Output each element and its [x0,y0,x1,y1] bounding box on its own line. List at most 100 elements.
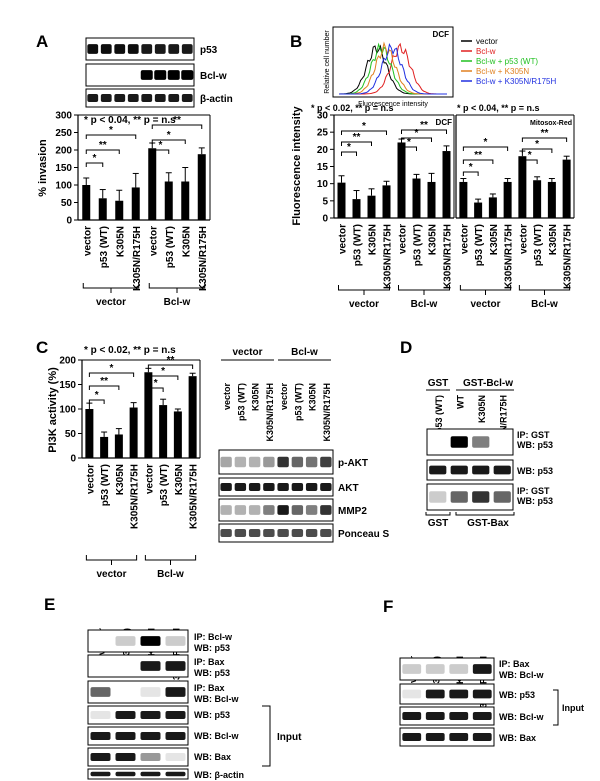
blot-band [127,44,139,54]
blot-d-1 [426,428,514,456]
bar [98,198,107,220]
significance-mark: ** [99,140,107,151]
blot-lane-label: K305N/R175H [265,383,275,442]
blot-band [472,689,492,699]
bar [129,407,138,458]
lane-label: p53 (WT) [100,464,111,506]
y-tick-label: 0 [322,214,328,225]
significance-bracket [462,146,509,151]
lane-label: K305N/R175H [443,224,454,289]
significance-bracket [401,146,417,151]
significance-bracket [88,399,105,404]
y-tick-label: 50 [65,429,77,440]
blot-label: IP: Bax [194,683,225,693]
significance-bracket [85,134,137,139]
y-tick-label: 50 [61,198,73,209]
blot-band [140,687,161,697]
significance-mark: * [110,363,114,374]
blot-lane-label: vector [222,383,232,411]
blot-band [87,44,99,54]
blot-lane-label: K305N [477,395,487,423]
input-label: Input [562,703,584,713]
y-tick-label: 100 [59,405,76,416]
histogram-title: DCF [433,30,450,39]
blot-lane-label: K305N [308,383,318,411]
blot-lane-label: p53 (WT) [236,383,246,421]
y-tick-label: 30 [317,111,329,122]
significance-bracket [85,162,104,167]
blot-label: β-actin [200,94,233,105]
blot-c-akt [218,477,334,497]
significance-bracket [147,364,194,369]
blot-band [87,94,99,102]
blot-band [220,529,232,537]
lane-label: vector [85,464,96,494]
blot-band [100,94,112,102]
bar [164,181,173,220]
bar [197,154,206,220]
blot-label: IP: Bax [194,657,225,667]
subchart-title: DCF [436,118,453,127]
blot-label: WB: Bcl-w [499,712,544,722]
lane-label: K305N [548,224,559,255]
y-tick-label: 5 [322,196,328,207]
blot-band [402,664,422,674]
significance-mark: * [535,139,539,150]
lane-label: vector [338,224,349,254]
group-label: Bcl-w [531,299,558,310]
significance-note: * p < 0.02, ** p = n.s [311,103,394,113]
lane-label: K305N/R175H [130,464,141,529]
significance-mark: * [469,162,473,173]
blot-a-bclw [85,63,195,87]
bar [100,436,109,458]
blot-band [291,456,304,468]
input-bracket [553,689,559,726]
blot-band [277,529,289,537]
blot-band [291,505,304,515]
significance-mark: * [161,366,165,377]
bar [159,405,168,458]
blot-band [140,661,161,671]
blot-band [320,456,332,468]
blot-band [114,94,126,102]
blot-band [168,94,180,102]
blot-band [305,505,318,515]
bar [144,372,153,458]
significance-note: * p < 0.04, ** p = n.s [84,115,176,126]
lane-label: K305N/R175H [504,224,515,289]
blot-band [425,689,445,699]
significance-bracket [341,141,372,146]
significance-mark: * [528,150,532,161]
blot-band [320,505,332,515]
blot-d-2 [426,459,514,481]
y-tick-label: 0 [70,454,76,465]
blot-band [165,753,186,761]
blot-band [277,456,289,468]
blot-band [449,689,469,699]
blot-band [402,733,422,741]
blot-label: WB: p53 [194,643,230,653]
blot-c-ponceau [218,523,334,543]
blot-band [90,771,111,777]
lane-label: K305N [174,464,185,495]
blot-band [305,529,318,537]
lane-label: vector [518,224,529,254]
panel-label-a: A [36,32,49,51]
lane-label: K305N [428,224,439,255]
blot-band [114,44,126,54]
blot-band [115,711,136,719]
blot-band [472,436,490,448]
significance-bracket [521,159,538,164]
bar [337,182,346,218]
blot-e-1 [87,629,189,653]
blot-band [115,771,136,777]
group-label: vector [470,299,500,310]
group-bracket [144,555,197,561]
y-tick-label: 10 [317,179,329,190]
blot-label: Bcl-w [200,71,227,82]
significance-mark: ** [167,355,175,366]
blot-band [141,44,153,54]
blot-band [90,687,111,697]
blot-band [472,733,492,741]
blot-band [402,689,422,699]
